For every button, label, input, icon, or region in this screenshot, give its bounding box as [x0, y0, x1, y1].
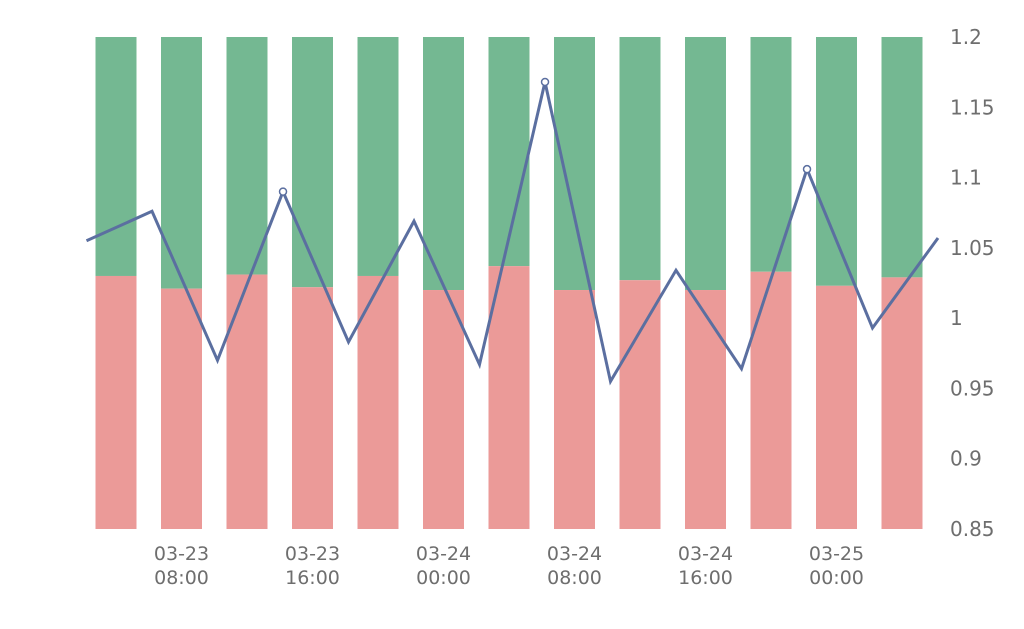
- y-tick-label: 0.9: [950, 447, 982, 471]
- y-tick-label: 1.1: [950, 166, 982, 190]
- bar-upper-0: [95, 37, 137, 276]
- bar-lower-1: [161, 288, 202, 529]
- y-tick-label: 1.15: [950, 95, 995, 119]
- x-tick-date: 03-23: [154, 543, 209, 565]
- line-point-7: [540, 77, 550, 87]
- x-tick-time: 08:00: [154, 567, 209, 589]
- line-layer: [85, 77, 940, 386]
- x-tick-time: 00:00: [809, 567, 864, 589]
- bar-upper-8: [619, 37, 661, 281]
- y-tick-label: 1.2: [950, 25, 982, 49]
- bar-lower-4: [357, 275, 399, 529]
- bar-lower-5: [423, 290, 464, 529]
- bar-lower-9: [685, 290, 726, 529]
- bar-upper-5: [423, 37, 464, 291]
- bar-lower-11: [816, 285, 857, 529]
- bar-upper-1: [161, 37, 202, 289]
- bar-lower-12: [881, 277, 923, 529]
- bar-lower-0: [95, 275, 137, 529]
- bar-upper-6: [488, 37, 530, 267]
- line-series: [85, 81, 940, 386]
- bar-lower-6: [488, 266, 530, 529]
- y-tick-label: 0.85: [950, 517, 995, 541]
- y-tick-label: 1: [950, 306, 963, 330]
- line-point-3: [278, 187, 288, 196]
- bar-upper-7: [554, 37, 595, 291]
- y-axis: 1.2 1.15 1.1 1.05 1 0.95 0.9 0.85: [950, 25, 995, 541]
- y-tick-label: 1.05: [950, 236, 995, 260]
- x-tick-time: 08:00: [547, 567, 602, 589]
- x-tick-date: 03-24: [547, 543, 602, 565]
- bar-upper-12: [881, 37, 923, 278]
- x-tick-date: 03-24: [678, 543, 733, 565]
- bar-upper-11: [816, 37, 857, 286]
- bar-upper-3: [292, 37, 333, 288]
- x-tick-date: 03-23: [285, 543, 340, 565]
- bar-upper-2: [226, 37, 268, 275]
- y-tick-label: 0.95: [950, 376, 995, 400]
- bar-upper-4: [357, 37, 399, 276]
- x-tick-date: 03-24: [416, 543, 471, 565]
- x-axis: 03-2308:0003-2316:0003-2400:0003-2408:00…: [154, 543, 864, 589]
- x-tick-time: 16:00: [678, 567, 733, 589]
- x-tick-date: 03-25: [809, 543, 864, 565]
- x-tick-time: 00:00: [416, 567, 471, 589]
- bar-lower-10: [750, 271, 792, 529]
- line-point-11: [802, 164, 812, 174]
- bar-lower-3: [292, 287, 333, 529]
- bar-lower-2: [226, 274, 268, 529]
- bar-lower-7: [554, 290, 595, 529]
- bars-layer: [95, 37, 923, 529]
- bar-lower-8: [619, 280, 661, 529]
- x-tick-time: 16:00: [285, 567, 340, 589]
- bar-upper-9: [685, 37, 726, 291]
